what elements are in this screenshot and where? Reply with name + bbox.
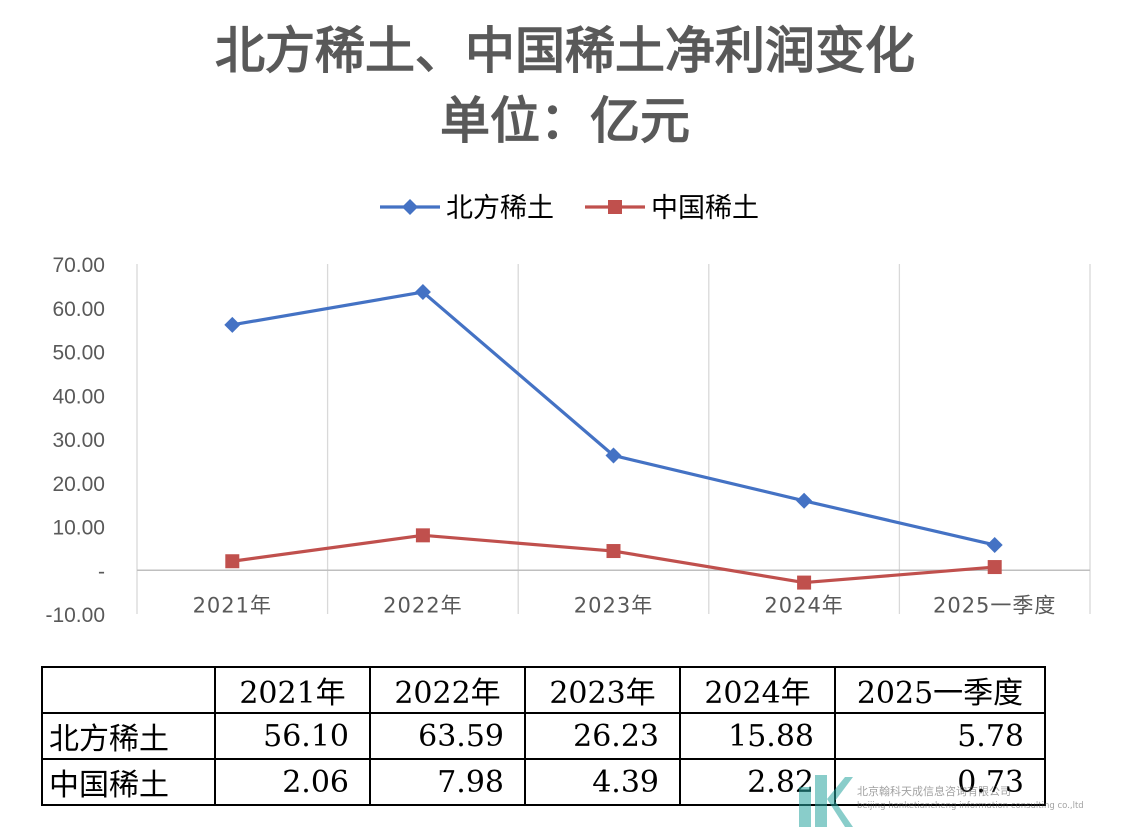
x-tick-label: 2021年 — [193, 593, 272, 617]
series-line-2 — [232, 533, 995, 585]
series-group — [224, 284, 1003, 590]
y-tick-label: -10.00 — [45, 604, 105, 627]
series-line-1 — [232, 290, 996, 547]
table-cell: 15.88 — [679, 712, 836, 760]
y-tick-label: - — [98, 560, 105, 583]
data-point — [605, 447, 622, 464]
legend-marker — [402, 199, 418, 215]
table-cell: 2.06 — [214, 758, 371, 806]
data-point — [225, 554, 240, 569]
data-table: 2021年 2022年 2023年 2024年 2025一季度 北方稀土 56.… — [41, 666, 1046, 806]
x-tick-label: 2022年 — [383, 593, 462, 617]
y-tick-label: 50.00 — [52, 342, 105, 365]
table-header-cell: 2023年 — [524, 666, 681, 714]
table-cell: 5.78 — [834, 712, 1046, 760]
grid-lines — [136, 264, 1091, 614]
legend-marker — [608, 200, 622, 214]
watermark-company: 北京翰科天成信息咨询有限公司 — [857, 785, 1011, 798]
table-row: 北方稀土 56.10 63.59 26.23 15.88 5.78 — [41, 712, 1046, 760]
line-chart: 北方稀土、中国稀土净利润变化 单位：亿元 北方稀土 中国稀土 -10.00-10.… — [45, 22, 1091, 627]
table-header-cell: 2021年 — [214, 666, 371, 714]
data-point — [797, 575, 812, 590]
watermark: 北京翰科天成信息咨询有限公司 beijing hanketiancheng in… — [795, 765, 1095, 835]
y-tick-label: 10.00 — [52, 517, 105, 540]
chart-title-line1: 北方稀土、中国稀土净利润变化 — [215, 22, 915, 80]
table-row-label: 北方稀土 — [41, 712, 216, 760]
table-cell: 63.59 — [369, 712, 526, 760]
watermark-logo-icon — [799, 775, 853, 827]
table-cell: 26.23 — [524, 712, 681, 760]
legend-label: 中国稀土 — [651, 193, 759, 224]
y-tick-label: 30.00 — [52, 429, 105, 452]
x-tick-label: 2024年 — [764, 593, 843, 617]
x-axis-ticks: 2021年 2022年 2023年 2024年 2025一季度 — [193, 593, 1056, 617]
table-header-cell: 2022年 — [369, 666, 526, 714]
table-cell: 0.73 — [834, 758, 1046, 806]
table-header-cell: 2024年 — [679, 666, 836, 714]
data-point — [796, 492, 813, 509]
table-header-row: 2021年 2022年 2023年 2024年 2025一季度 — [41, 666, 1046, 714]
table-row-label: 中国稀土 — [41, 758, 216, 806]
data-point — [606, 544, 621, 559]
data-point — [415, 528, 430, 543]
data-point — [224, 316, 241, 333]
legend: 北方稀土 中国稀土 — [380, 193, 759, 224]
y-tick-label: 70.00 — [52, 254, 105, 277]
data-point — [414, 284, 431, 301]
table-cell: 7.98 — [369, 758, 526, 806]
y-tick-label: 60.00 — [52, 298, 105, 321]
legend-label: 北方稀土 — [446, 193, 554, 224]
table-row: 中国稀土 2.06 7.98 4.39 2.82 0.73 — [41, 758, 1046, 806]
x-tick-label: 2025一季度 — [933, 593, 1056, 617]
y-tick-label: 40.00 — [52, 385, 105, 408]
data-point — [986, 536, 1003, 553]
x-tick-label: 2023年 — [574, 593, 653, 617]
y-tick-label: 20.00 — [52, 473, 105, 496]
table-corner-cell — [41, 666, 216, 714]
chart-title-line2: 单位：亿元 — [440, 92, 690, 150]
watermark-company-en: beijing hanketiancheng information consu… — [857, 801, 1084, 811]
y-axis-ticks: -10.00-10.0020.0030.0040.0050.0060.0070.… — [45, 254, 105, 627]
data-point — [987, 560, 1002, 575]
table-header-cell: 2025一季度 — [834, 666, 1046, 714]
table-cell: 4.39 — [524, 758, 681, 806]
table-cell: 56.10 — [214, 712, 371, 760]
